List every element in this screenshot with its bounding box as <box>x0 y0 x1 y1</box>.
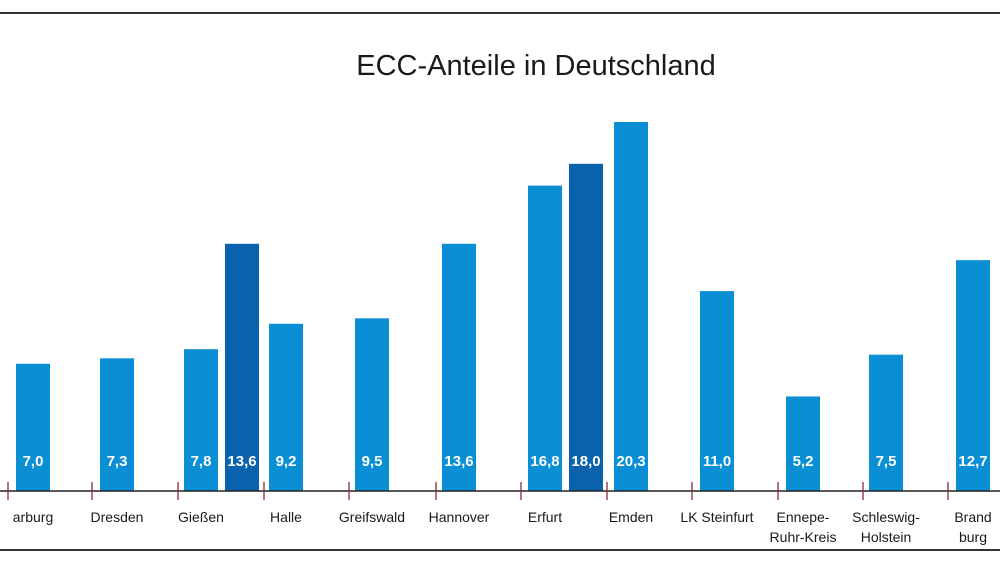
category-label: Ennepe- <box>777 509 830 525</box>
bar-value-label: 7,5 <box>876 453 897 470</box>
bar <box>786 396 820 491</box>
bar-value-label: 12,7 <box>958 453 987 470</box>
bar-value-label: 16,8 <box>530 453 559 470</box>
bar-value-label: 7,8 <box>191 453 212 470</box>
bar-value-label: 9,2 <box>276 453 297 470</box>
bar-value-label: 13,6 <box>227 453 256 470</box>
chart-frame <box>0 12 1000 551</box>
category-label: Greifswald <box>339 509 405 525</box>
bar-value-label: 7,0 <box>23 453 44 470</box>
bar <box>528 185 562 491</box>
chart-title: ECC-Anteile in Deutschland <box>356 50 716 82</box>
category-label: Dresden <box>91 509 144 525</box>
bar-value-label: 18,0 <box>571 453 600 470</box>
bar-value-label: 7,3 <box>107 453 128 470</box>
category-label: Erfurt <box>528 509 562 525</box>
bar-value-label: 13,6 <box>444 453 473 470</box>
category-label: Halle <box>270 509 302 525</box>
bar <box>184 349 218 491</box>
category-label: Ruhr-Kreis <box>770 529 837 545</box>
bar-value-label: 11,0 <box>703 453 731 470</box>
bar <box>16 363 50 491</box>
bar-value-label: 5,2 <box>793 453 814 470</box>
category-label: Holstein <box>861 529 912 545</box>
bar <box>956 260 990 491</box>
bar <box>269 323 303 491</box>
bar <box>355 318 389 491</box>
category-label: Hannover <box>429 509 490 525</box>
category-label: Schleswig- <box>852 509 920 525</box>
category-label: Emden <box>609 509 653 525</box>
bar <box>869 354 903 491</box>
bar <box>614 122 648 491</box>
bar <box>100 358 134 491</box>
bar <box>569 163 603 492</box>
category-label: Brand <box>954 509 991 525</box>
category-label: LK Steinfurt <box>680 509 753 525</box>
category-label: arburg <box>13 509 53 525</box>
category-label: burg <box>959 529 987 545</box>
category-label: Gießen <box>178 509 224 525</box>
bar-value-label: 20,3 <box>616 453 645 470</box>
bar-value-label: 9,5 <box>362 453 383 470</box>
bar <box>700 291 734 491</box>
bar <box>442 243 476 491</box>
bar <box>225 243 259 491</box>
